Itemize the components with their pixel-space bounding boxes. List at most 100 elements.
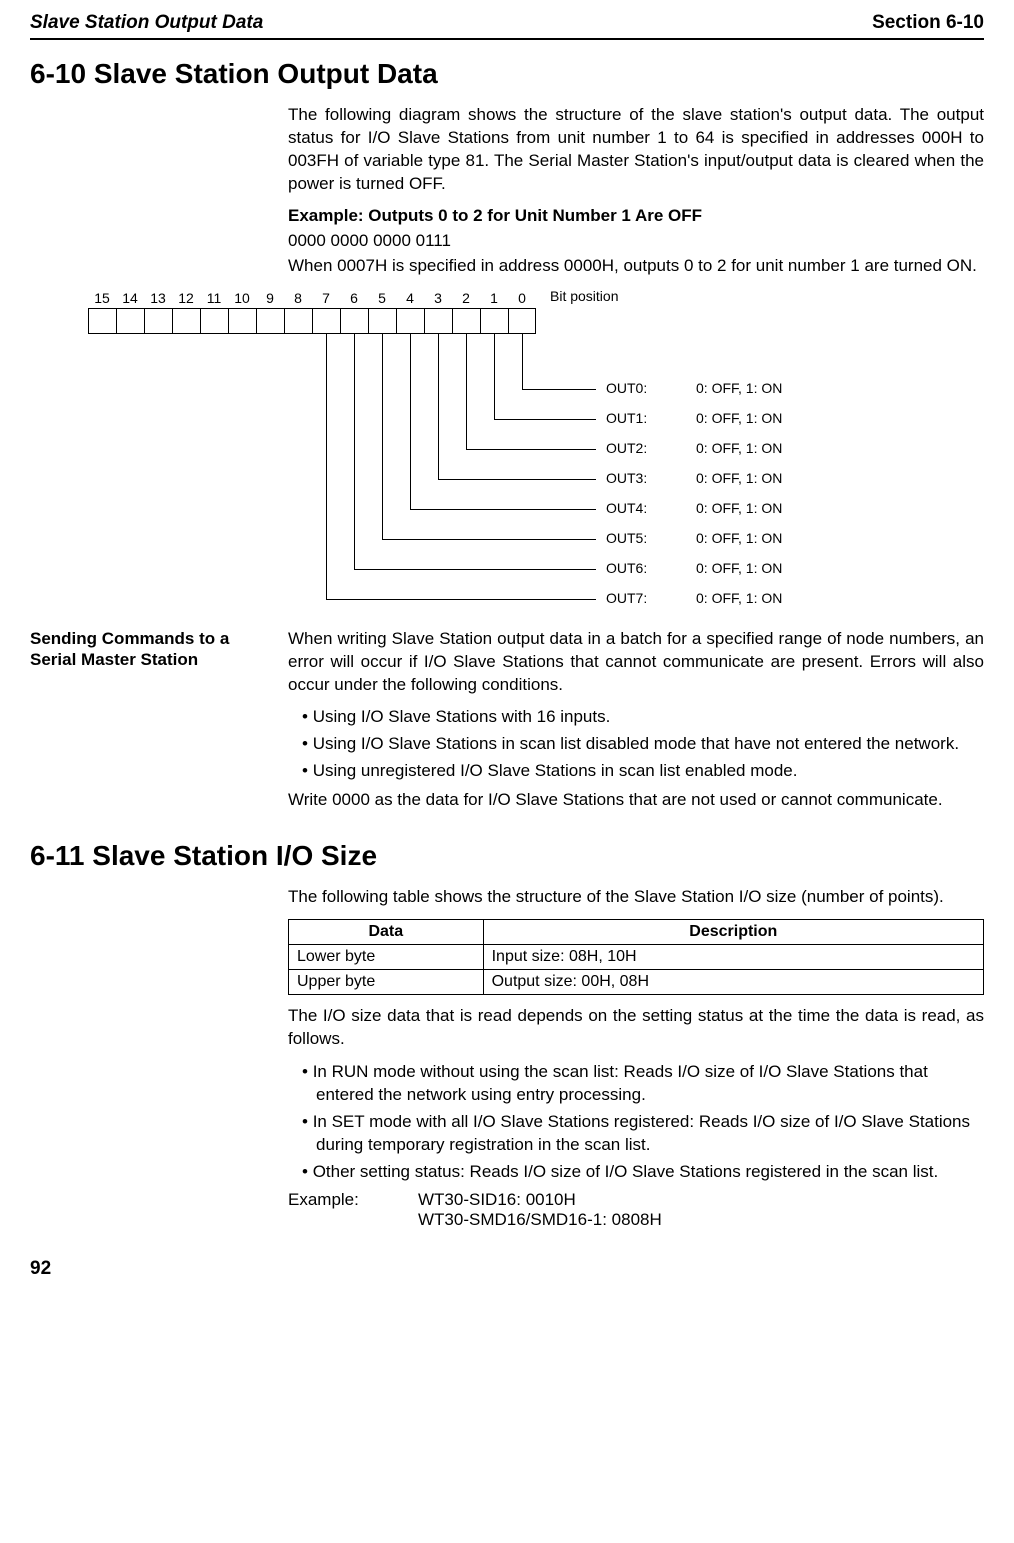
sending-commands-block: Sending Commands to a Serial Master Stat… xyxy=(30,628,984,823)
wire-vertical xyxy=(494,334,495,419)
list-item: Using I/O Slave Stations in scan list di… xyxy=(302,733,984,756)
out-name: OUT4: xyxy=(606,500,672,516)
out-row: OUT5:0: OFF, 1: ON xyxy=(606,530,782,546)
example-value-2: WT30-SMD16/SMD16-1: 0808H xyxy=(418,1210,662,1230)
bit-box xyxy=(508,308,536,334)
example-heading: Example: Outputs 0 to 2 for Unit Number … xyxy=(288,206,984,226)
wire-horizontal xyxy=(494,419,596,420)
out-name: OUT5: xyxy=(606,530,672,546)
running-header: Slave Station Output Data Section 6-10 xyxy=(30,12,984,40)
bullet-list: In RUN mode without using the scan list:… xyxy=(302,1061,984,1184)
out-row: OUT6: 0: OFF, 1: ON xyxy=(606,560,782,576)
table-row: Lower byteInput size: 08H, 10H xyxy=(289,945,984,970)
out-value: 0: OFF, 1: ON xyxy=(696,560,782,576)
wire-vertical xyxy=(466,334,467,449)
wire-vertical xyxy=(410,334,411,509)
wire-horizontal xyxy=(410,509,596,510)
bit-box xyxy=(284,308,312,334)
bit-box xyxy=(116,308,144,334)
bit-label: 10 xyxy=(228,290,256,306)
bit-label: 14 xyxy=(116,290,144,306)
out-row: OUT0: 0: OFF, 1: ON xyxy=(606,380,782,396)
list-item: In SET mode with all I/O Slave Stations … xyxy=(302,1111,984,1157)
out-row: OUT4:0: OFF, 1: ON xyxy=(606,500,782,516)
list-item: Using unregistered I/O Slave Stations in… xyxy=(302,760,984,783)
list-item: Using I/O Slave Stations with 16 inputs. xyxy=(302,706,984,729)
out-name: OUT6: xyxy=(606,560,672,576)
list-item: In RUN mode without using the scan list:… xyxy=(302,1061,984,1107)
wire-vertical xyxy=(326,334,327,599)
out-name: OUT2: xyxy=(606,440,672,456)
running-header-right: Section 6-10 xyxy=(872,12,984,34)
bit-label: 4 xyxy=(396,290,424,306)
bit-label: 15 xyxy=(88,290,116,306)
wire-horizontal xyxy=(522,389,596,390)
bit-box xyxy=(228,308,256,334)
bit-label: 12 xyxy=(172,290,200,306)
bit-box xyxy=(256,308,284,334)
bit-label: 11 xyxy=(200,290,228,306)
bit-label: 0 xyxy=(508,290,536,306)
out-name: OUT0: xyxy=(606,380,672,396)
table-header: Description xyxy=(483,920,983,945)
bit-label: 5 xyxy=(368,290,396,306)
para: Write 0000 as the data for I/O Slave Sta… xyxy=(288,789,984,812)
out-value: 0: OFF, 1: ON xyxy=(696,380,782,396)
out-value: 0: OFF, 1: ON xyxy=(696,590,782,606)
example-row: Example: WT30-SID16: 0010H WT30-SMD16/SM… xyxy=(288,1190,984,1230)
wire-horizontal xyxy=(382,539,596,540)
out-value: 0: OFF, 1: ON xyxy=(696,470,782,486)
bit-box xyxy=(312,308,340,334)
wire-vertical xyxy=(382,334,383,539)
bit-label: 1 xyxy=(480,290,508,306)
out-name: OUT1: xyxy=(606,410,672,426)
out-row: OUT2: 0: OFF, 1: ON xyxy=(606,440,782,456)
table-row: Upper byteOutput size: 00H, 08H xyxy=(289,970,984,995)
example-line-1: 0000 0000 0000 0111 xyxy=(288,230,984,253)
bit-box xyxy=(424,308,452,334)
bit-label: 13 xyxy=(144,290,172,306)
para: The following diagram shows the structur… xyxy=(288,104,984,196)
out-value: 0: OFF, 1: ON xyxy=(696,410,782,426)
io-size-table: DataDescriptionLower byteInput size: 08H… xyxy=(288,919,984,995)
out-value: 0: OFF, 1: ON xyxy=(696,440,782,456)
wire-vertical xyxy=(438,334,439,479)
example-value-1: WT30-SID16: 0010H xyxy=(418,1190,662,1210)
section-6-10-heading: 6-10 Slave Station Output Data xyxy=(30,58,984,90)
table-cell: Input size: 08H, 10H xyxy=(483,945,983,970)
out-name: OUT3: xyxy=(606,470,672,486)
section-6-11-heading: 6-11 Slave Station I/O Size xyxy=(30,840,984,872)
bit-box xyxy=(340,308,368,334)
bit-box xyxy=(368,308,396,334)
out-row: OUT3: 0: OFF, 1: ON xyxy=(606,470,782,486)
table-header: Data xyxy=(289,920,484,945)
bit-box xyxy=(452,308,480,334)
para: When writing Slave Station output data i… xyxy=(288,628,984,697)
table-cell: Lower byte xyxy=(289,945,484,970)
wire-horizontal xyxy=(438,479,596,480)
bit-diagram: 1514131211109876543210Bit position OUT0:… xyxy=(30,288,984,614)
para: The I/O size data that is read depends o… xyxy=(288,1005,984,1051)
page-number: 92 xyxy=(30,1258,984,1280)
bit-position-label: Bit position xyxy=(550,288,618,306)
wire-horizontal xyxy=(354,569,596,570)
bit-label: 2 xyxy=(452,290,480,306)
table-cell: Upper byte xyxy=(289,970,484,995)
bullet-list: Using I/O Slave Stations with 16 inputs.… xyxy=(302,706,984,783)
out-row: OUT7: 0: OFF, 1: ON xyxy=(606,590,782,606)
bit-label: 6 xyxy=(340,290,368,306)
out-row: OUT1: 0: OFF, 1: ON xyxy=(606,410,782,426)
bit-box xyxy=(480,308,508,334)
table-cell: Output size: 00H, 08H xyxy=(483,970,983,995)
wire-vertical xyxy=(522,334,523,389)
out-name: OUT7: xyxy=(606,590,672,606)
bit-box xyxy=(200,308,228,334)
example-label: Example: xyxy=(288,1190,418,1230)
bit-label: 7 xyxy=(312,290,340,306)
bit-box xyxy=(172,308,200,334)
bit-label: 3 xyxy=(424,290,452,306)
wire-horizontal xyxy=(466,449,596,450)
bit-box xyxy=(144,308,172,334)
side-heading: Sending Commands to a Serial Master Stat… xyxy=(30,628,288,823)
running-header-left: Slave Station Output Data xyxy=(30,12,263,34)
